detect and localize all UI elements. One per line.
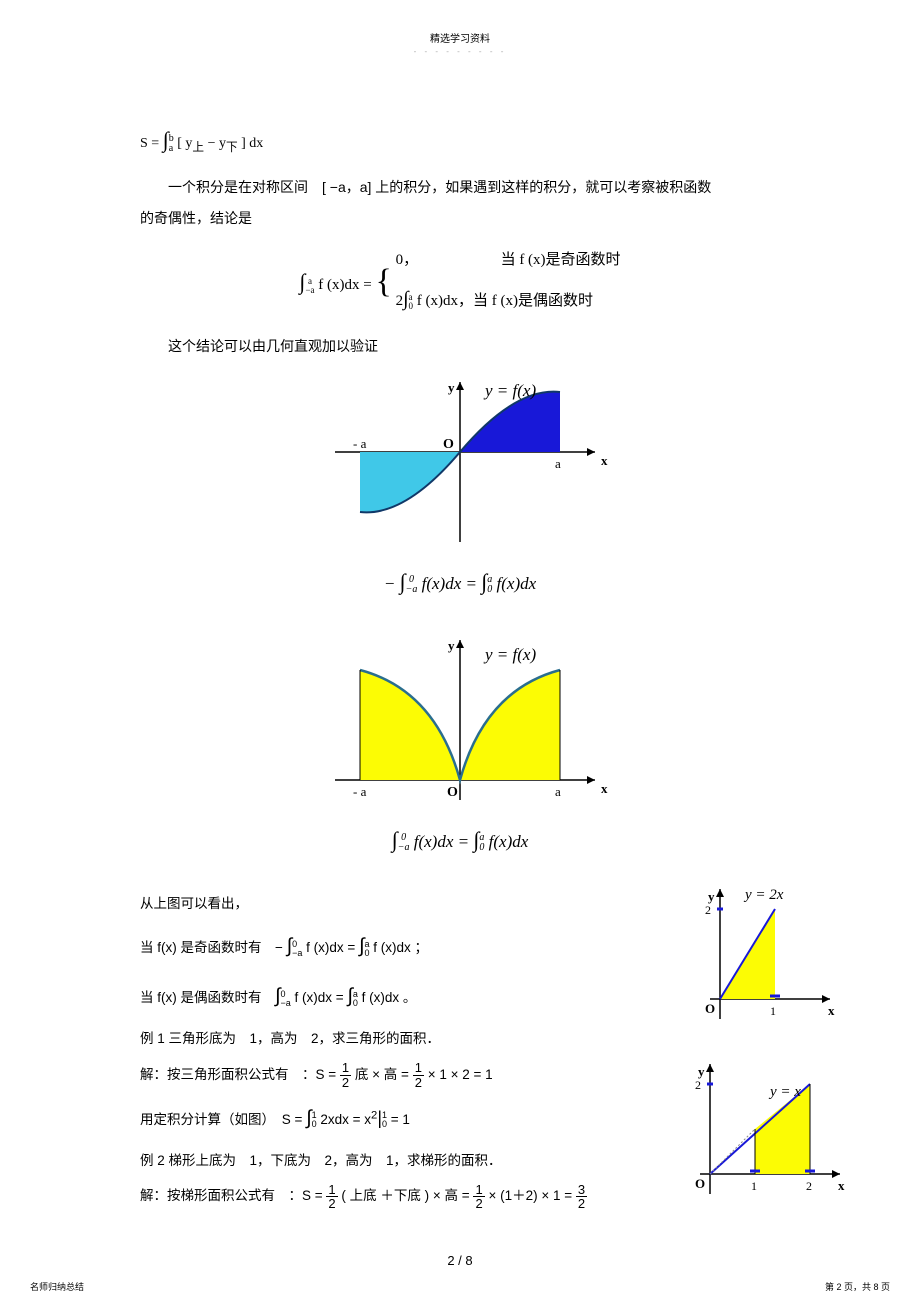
diagram1-equation: − ∫0−a f(x)dx = ∫a0 f(x)dx [384,558,536,606]
diagram-even: y x O - a a y = f(x) ∫0−a f(x)dx = ∫a0 f… [140,630,780,878]
diagram2-equation: ∫0−a f(x)dx = ∫a0 f(x)dx [392,816,529,864]
svg-text:y: y [698,1064,705,1079]
svg-text:O: O [705,1001,715,1016]
diagram-odd: y x O - a a y = f(x) − ∫0−a f(x)dx = ∫a0… [140,372,780,620]
header-dots: - - - - - - - - - [140,47,780,56]
y-axis-label: y [448,380,455,395]
neg-a-label: - a [353,436,367,451]
bottom-section: 从上图可以看出， 当 f(x) 是奇函数时有 − ∫0−a f (x)dx = … [140,889,780,1211]
header-title: 精选学习资料 [140,30,780,45]
svg-text:x: x [601,781,608,796]
svg-text:2: 2 [806,1179,812,1193]
curve-label: y = f(x) [483,381,536,400]
page-number: 2 / 8 [0,1253,920,1268]
footer-right: 第 2 页，共 8 页 [825,1280,890,1293]
svg-text:1: 1 [770,1004,776,1018]
svg-text:O: O [695,1176,705,1191]
svg-text:y = f(x): y = f(x) [483,645,536,664]
svg-text:y: y [448,638,455,653]
svg-text:1: 1 [751,1179,757,1193]
svg-text:O: O [447,785,458,800]
svg-text:- a: - a [353,784,367,799]
footer-left: 名师归纳总结 [30,1280,84,1293]
svg-text:x: x [838,1178,845,1193]
side-triangle-diagram: y x O 1 2 y = 2x [680,879,840,1040]
para1: 一个积分是在对称区间 [ −a，a] 上的积分，如果遇到这样的积分，就可以考察被… [140,172,780,203]
x-axis-label: x [601,453,608,468]
symmetric-formula: ∫a−a f (x)dx = { 0， 当 f (x)是奇函数时 2∫a0 f … [140,244,780,321]
side-trapezoid-diagram: y x O 1 2 2 y = x [675,1054,850,1215]
svg-text:a: a [555,784,561,799]
svg-text:x: x [828,1003,835,1018]
origin-label: O [443,437,454,452]
para2: 这个结论可以由几何直观加以验证 [140,331,780,362]
svg-text:2: 2 [695,1078,701,1092]
para1b: 的奇偶性，结论是 [140,203,780,234]
svg-text:y = 2x: y = 2x [743,887,784,903]
svg-text:y = x: y = x [768,1084,801,1100]
pos-a-label: a [555,456,561,471]
svg-text:y: y [708,889,715,904]
svg-text:2: 2 [705,903,711,917]
content: S = ∫ba [ y上 − y下 ] dx 一个积分是在对称区间 [ −a，a… [140,116,780,1211]
formula-s: S = ∫ba [ y上 − y下 ] dx [140,116,780,164]
